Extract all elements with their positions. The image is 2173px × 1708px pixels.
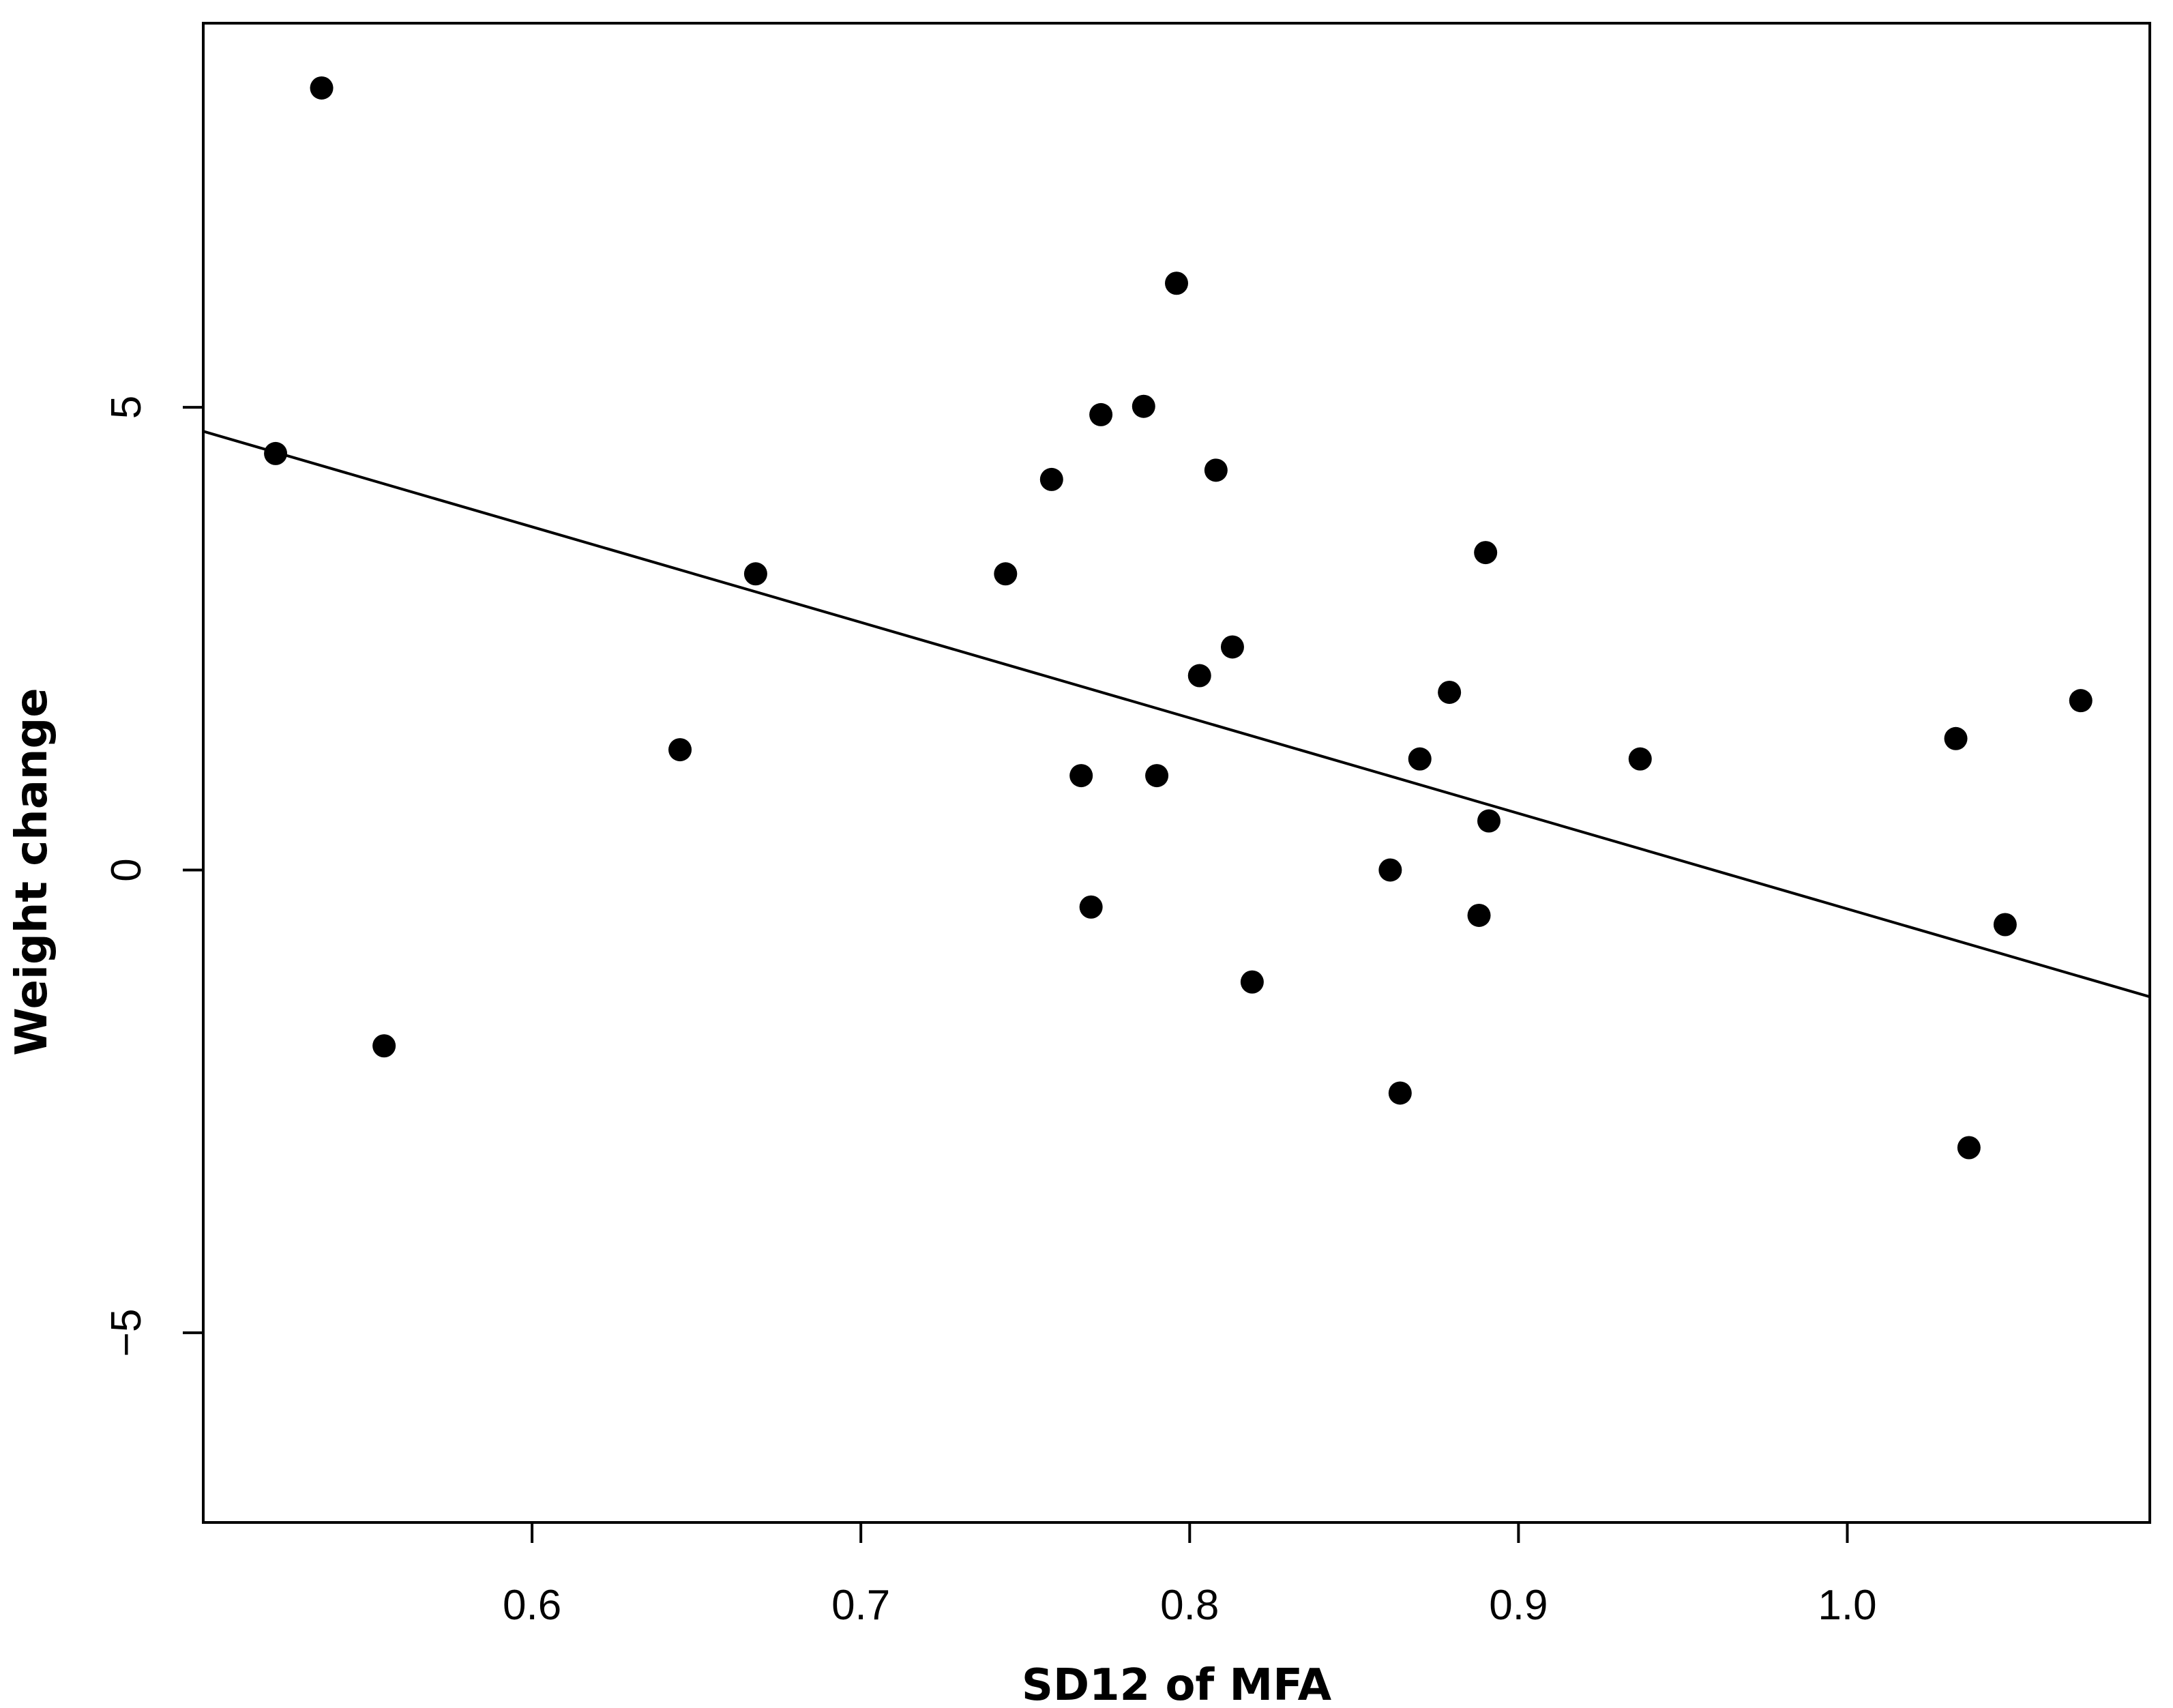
y-tick-label: 0 — [103, 858, 150, 881]
data-point — [1388, 1081, 1412, 1105]
data-point — [264, 441, 288, 465]
data-point — [1069, 764, 1093, 788]
y-axis: −5 0 5 — [103, 396, 203, 1357]
x-tick-label: 0.8 — [1160, 1582, 1219, 1629]
regression-line — [203, 430, 2150, 999]
x-tick-label: 0.7 — [831, 1582, 890, 1629]
data-point — [1220, 635, 1244, 659]
x-axis: 0.6 0.7 0.8 0.9 1.0 — [503, 1522, 1877, 1629]
data-point — [1089, 402, 1113, 426]
y-tick-label: −5 — [103, 1309, 150, 1357]
plot-frame — [202, 22, 2151, 1524]
fit-line-group — [203, 430, 2150, 999]
data-point — [2069, 689, 2093, 713]
x-tick-label: 0.6 — [503, 1582, 561, 1629]
data-point — [1079, 895, 1103, 919]
data-point — [1474, 541, 1498, 565]
data-point — [1165, 271, 1188, 295]
data-point — [310, 76, 334, 100]
data-point — [1477, 809, 1501, 833]
data-point — [1467, 903, 1491, 927]
data-point — [743, 562, 767, 586]
data-point — [1957, 1136, 1981, 1160]
data-point — [1145, 764, 1169, 788]
x-tick-label: 1.0 — [1818, 1582, 1876, 1629]
data-points — [264, 76, 2093, 1160]
y-axis-title: Weight change — [7, 688, 57, 1055]
x-axis-title: SD12 of MFA — [1022, 1660, 1332, 1708]
data-point — [1408, 747, 1432, 771]
data-point — [1132, 394, 1155, 418]
data-point — [372, 1034, 396, 1058]
data-point — [1378, 858, 1402, 882]
data-point — [1187, 664, 1211, 688]
data-point — [994, 562, 1018, 586]
data-point — [1993, 913, 2017, 937]
y-tick-label: 5 — [103, 396, 150, 419]
data-point — [1039, 467, 1063, 491]
data-point — [1438, 680, 1462, 704]
x-tick-label: 0.9 — [1489, 1582, 1548, 1629]
data-point — [1944, 726, 1968, 750]
data-point — [1204, 458, 1228, 482]
data-point — [1240, 970, 1264, 994]
data-point — [1628, 747, 1652, 771]
data-point — [668, 738, 692, 762]
